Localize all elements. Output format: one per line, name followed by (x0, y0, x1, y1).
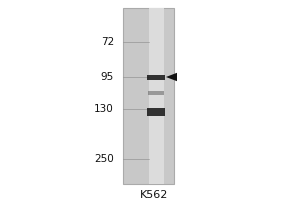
Bar (147, 108, 165, 116)
Text: 130: 130 (94, 104, 114, 114)
Text: K562: K562 (140, 190, 169, 200)
Bar (147, 75, 165, 80)
Bar (123, 8, 174, 184)
Text: 95: 95 (101, 72, 114, 82)
Bar (148, 8, 164, 184)
Text: 250: 250 (94, 154, 114, 164)
Bar (148, 91, 164, 95)
Polygon shape (166, 73, 177, 81)
Text: 72: 72 (101, 37, 114, 47)
